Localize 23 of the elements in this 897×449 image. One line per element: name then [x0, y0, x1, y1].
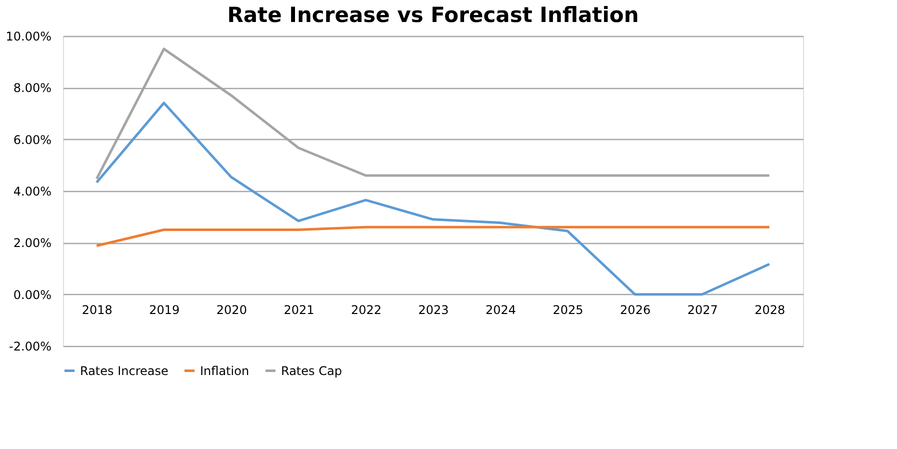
- x-tick-label: 2024: [486, 302, 516, 317]
- y-tick-label: 4.00%: [13, 184, 52, 198]
- x-tick-label: 2022: [350, 302, 382, 317]
- x-tick-label: 2021: [284, 302, 314, 317]
- x-tick-label: 2028: [754, 302, 786, 317]
- chart-title: Rate Increase vs Forecast Inflation: [227, 3, 639, 27]
- y-tick-label: -2.00%: [9, 340, 52, 354]
- x-tick-label: 2026: [620, 302, 651, 317]
- y-tick-label: 2.00%: [13, 236, 52, 250]
- y-tick-label: 0.00%: [13, 288, 52, 302]
- x-tick-label: 2019: [149, 302, 180, 317]
- x-tick-label: 2018: [82, 302, 112, 317]
- line-series: [95, 102, 771, 296]
- x-tick-label: 2020: [216, 302, 247, 317]
- legend-label: Rates Increase: [80, 364, 168, 378]
- y-tick-label: 10.00%: [6, 30, 52, 44]
- legend-label: Inflation: [200, 364, 250, 378]
- x-tick-label: 2027: [687, 302, 718, 317]
- y-tick-label: 8.00%: [13, 81, 52, 96]
- legend-label: Rates Cap: [281, 364, 342, 378]
- y-tick-label: 6.00%: [13, 132, 52, 147]
- x-tick-label: 2025: [552, 302, 584, 317]
- x-tick-label: 2023: [418, 302, 449, 317]
